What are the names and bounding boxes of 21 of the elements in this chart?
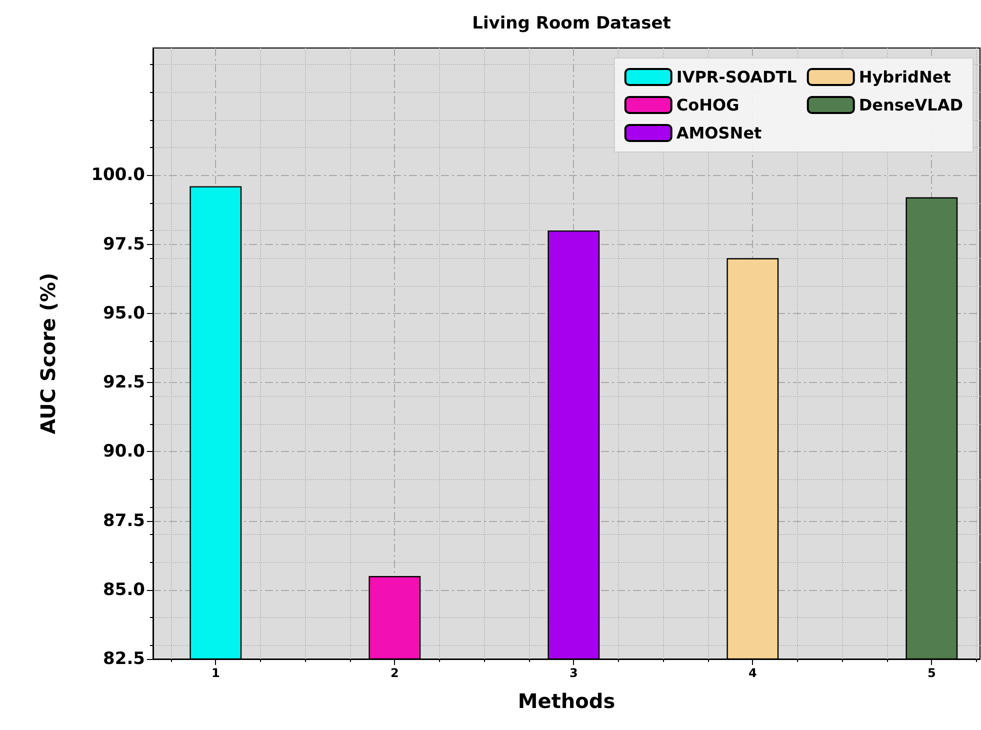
- y-axis-title: AUC Score (%): [36, 272, 60, 434]
- y-tick-label: 90.0: [103, 442, 146, 462]
- x-tick-label: 4: [748, 666, 757, 680]
- x-tick-label: 5: [927, 666, 936, 680]
- x-axis-title: Methods: [518, 689, 616, 713]
- y-tick-label: 85.0: [103, 580, 146, 600]
- y-tick-label: 95.0: [103, 303, 146, 324]
- legend-label: IVPR-SOADTL: [676, 68, 797, 86]
- legend-label: HybridNet: [858, 68, 952, 86]
- y-tick-label: 82.5: [103, 649, 145, 669]
- y-tick-label: 92.5: [103, 372, 145, 393]
- legend-label: CoHOG: [676, 96, 740, 114]
- x-tick-label: 2: [390, 666, 399, 680]
- y-tick-label: 100.0: [91, 165, 146, 186]
- y-tick-label: 97.5: [103, 234, 145, 254]
- legend-label: DenseVLAD: [858, 96, 963, 114]
- y-tick-label: 87.5: [103, 510, 145, 531]
- x-tick-label: 3: [569, 666, 578, 680]
- x-tick-label: 1: [211, 666, 220, 680]
- chart-title: Living Room Dataset: [472, 14, 671, 34]
- legend-label: AMOSNet: [676, 124, 762, 142]
